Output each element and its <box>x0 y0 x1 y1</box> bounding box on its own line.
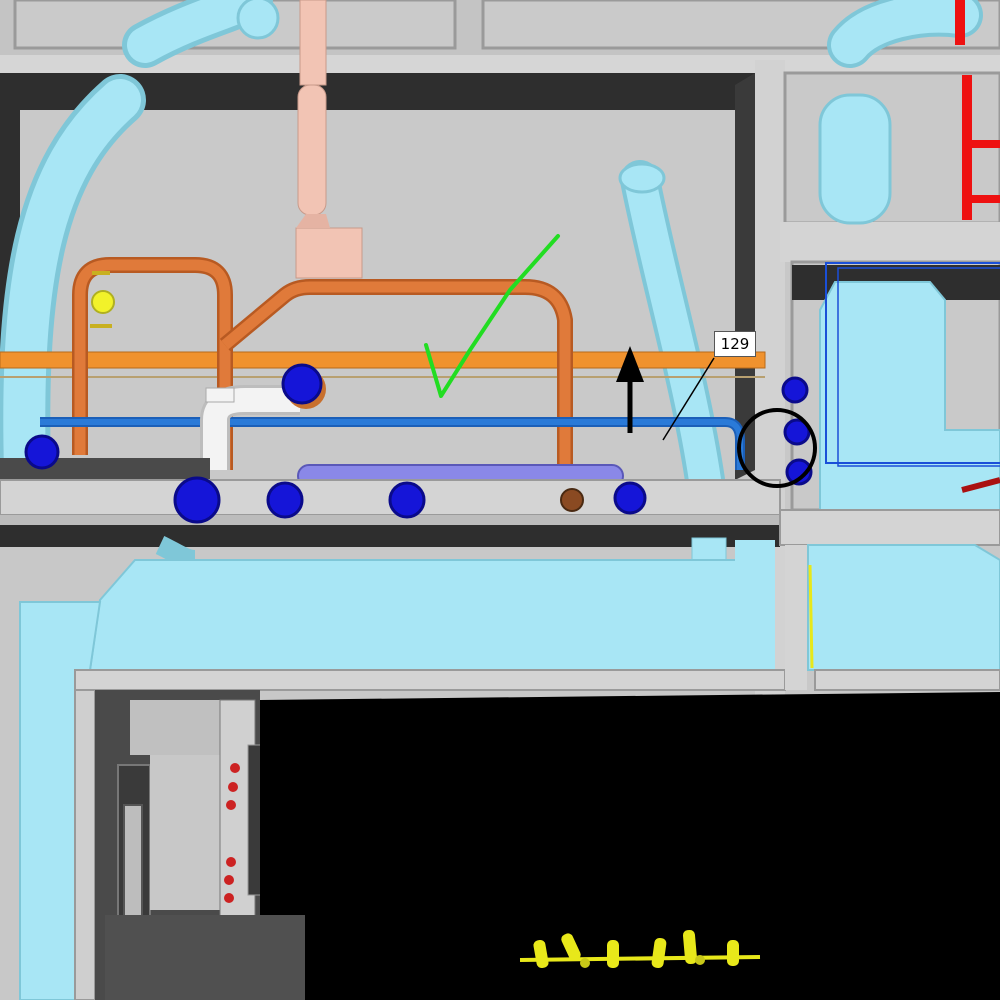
lower-walls <box>74 545 1000 1000</box>
copper-pipe-loop[interactable] <box>72 257 573 480</box>
valves[interactable] <box>24 376 813 524</box>
valve <box>266 481 304 519</box>
chilled-water-pipes[interactable] <box>0 0 983 500</box>
approval-checkmark[interactable] <box>424 234 560 398</box>
direction-arrow[interactable] <box>616 346 644 433</box>
valve <box>785 458 813 486</box>
annotation-tag[interactable]: 129 <box>714 331 756 357</box>
annotation-tag-label: 129 <box>720 335 750 353</box>
valve <box>783 418 811 446</box>
drain-fitting[interactable] <box>200 363 326 470</box>
sprinkler-heads[interactable] <box>519 929 761 969</box>
vent-stack[interactable] <box>295 0 363 279</box>
valve <box>781 376 809 404</box>
valve <box>173 476 221 524</box>
yellow-fitting <box>90 271 115 328</box>
unrendered-region <box>260 692 1000 1000</box>
valve <box>24 434 60 470</box>
tag-leader-line <box>662 357 715 441</box>
sprinkler-main[interactable] <box>955 0 1000 220</box>
valve <box>613 481 647 515</box>
floor-drain <box>560 488 584 512</box>
highlight-circle[interactable] <box>737 408 817 488</box>
valve <box>388 481 426 519</box>
